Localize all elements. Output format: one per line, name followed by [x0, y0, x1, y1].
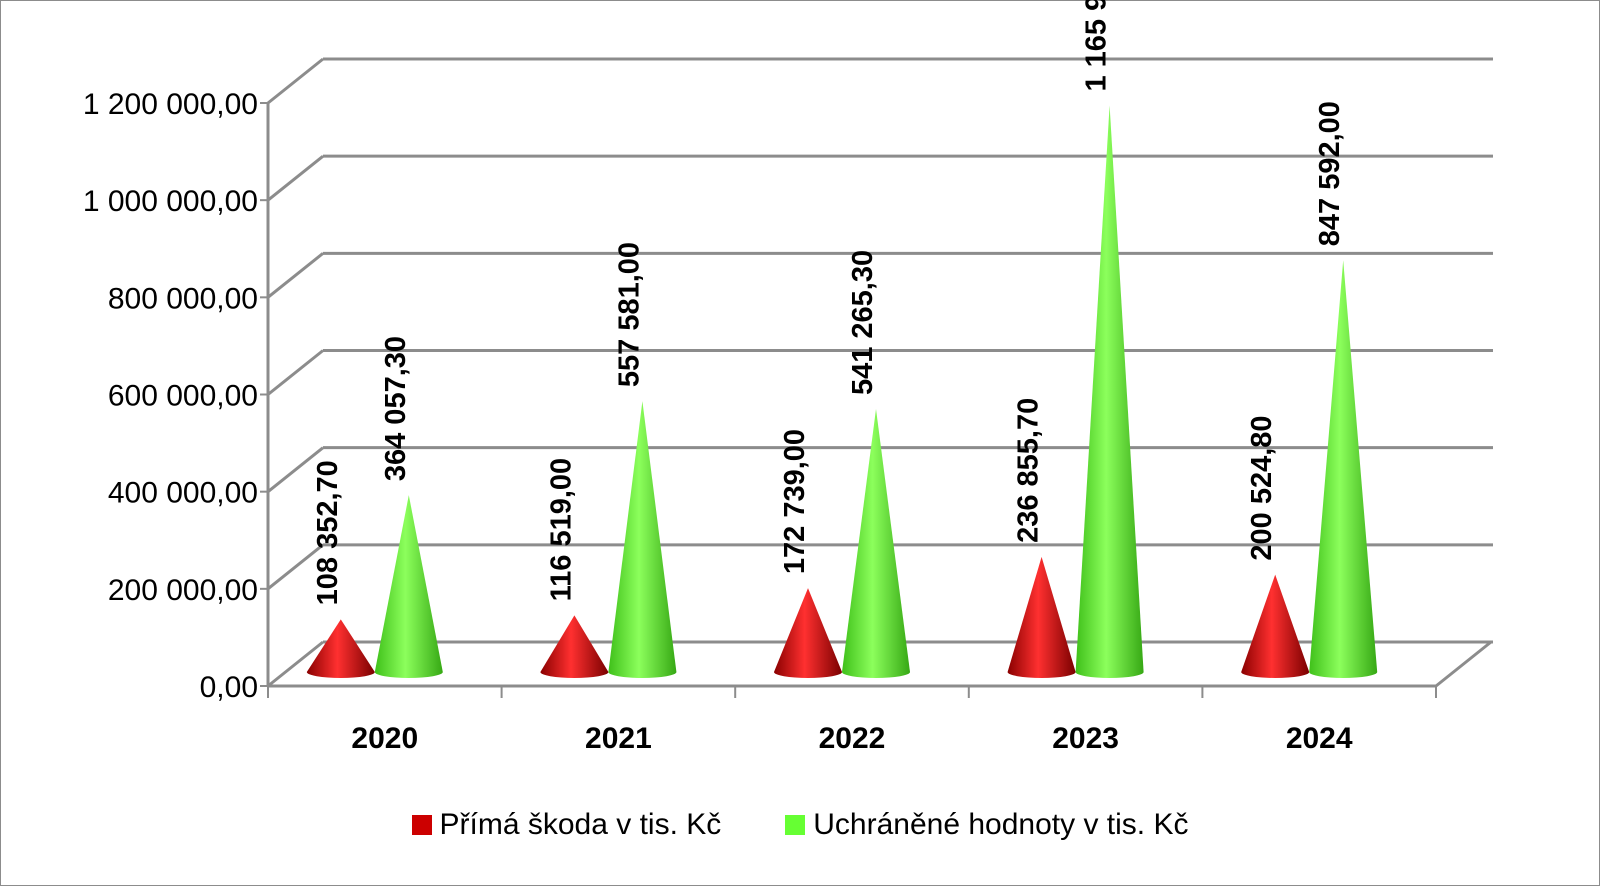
side-gridline [267, 57, 324, 105]
data-label-red-2021: 116 519,00 [545, 458, 577, 602]
cone-green-2024 [1309, 260, 1378, 678]
side-gridline [267, 349, 324, 396]
labels-layer: 0,00 200 000,00 400 000,00 600 000,00 800 00… [83, 0, 1353, 755]
axes-layer [260, 57, 1493, 698]
side-gridline [267, 640, 324, 688]
data-label-green-2024: 847 592,00 [1314, 101, 1346, 246]
side-gridline [267, 252, 324, 299]
side-gridline [267, 543, 324, 591]
data-label-red-2020: 108 352,70 [312, 460, 344, 605]
y-tick-label: 1 000 000,00 [83, 185, 258, 218]
y-tick-label: 1 200 000,00 [83, 88, 258, 121]
y-tick-label: 600 000,00 [108, 380, 258, 413]
legend-item-prima-skoda: Přímá škoda v tis. Kč [411, 808, 722, 842]
cone-red-2021 [540, 615, 609, 678]
cone-green-2023 [1075, 105, 1144, 678]
data-label-red-2024: 200 524,80 [1246, 415, 1278, 560]
marks-layer [306, 105, 1378, 678]
x-tick-label-2022: 2022 [819, 722, 886, 755]
y-tick-label: 0,00 [200, 671, 258, 704]
x-tick-label-2024: 2024 [1286, 722, 1353, 755]
side-gridline [267, 446, 324, 493]
y-tick-label: 200 000,00 [108, 574, 258, 607]
data-label-green-2022: 541 265,30 [847, 250, 879, 395]
data-label-red-2022: 172 739,00 [779, 429, 811, 574]
data-label-red-2023: 236 855,70 [1013, 398, 1045, 543]
x-tick-label-2021: 2021 [585, 722, 652, 755]
cone-red-2022 [774, 588, 842, 678]
legend: Přímá škoda v tis. Kč Uchráněné hodnoty … [0, 800, 1600, 850]
cone-red-2020 [306, 619, 375, 678]
legend-swatch-green [785, 815, 806, 835]
legend-item-uchranene: Uchráněné hodnoty v tis. Kč [785, 808, 1188, 842]
legend-label-prima-skoda: Přímá škoda v tis. Kč [439, 808, 722, 841]
legend-label-uchranene: Uchráněné hodnoty v tis. Kč [813, 808, 1189, 841]
cone-green-2022 [842, 409, 910, 678]
legend-swatch-red [411, 815, 432, 835]
cone-red-2023 [1007, 556, 1076, 678]
data-label-green-2020: 364 057,30 [380, 336, 412, 481]
x-tick-label-2023: 2023 [1052, 722, 1119, 755]
y-tick-label: 400 000,00 [108, 477, 258, 510]
y-tick-label: 800 000,00 [108, 282, 258, 315]
cone-red-2024 [1241, 574, 1310, 678]
cone-green-2021 [608, 401, 677, 678]
cone-green-2020 [374, 495, 443, 678]
side-gridline [267, 154, 324, 202]
data-label-green-2023: 1 165 995,50 [1081, 0, 1113, 92]
data-label-green-2021: 557 581,00 [613, 242, 645, 387]
floor-right-edge [1435, 640, 1492, 688]
x-tick-label-2020: 2020 [351, 722, 418, 755]
